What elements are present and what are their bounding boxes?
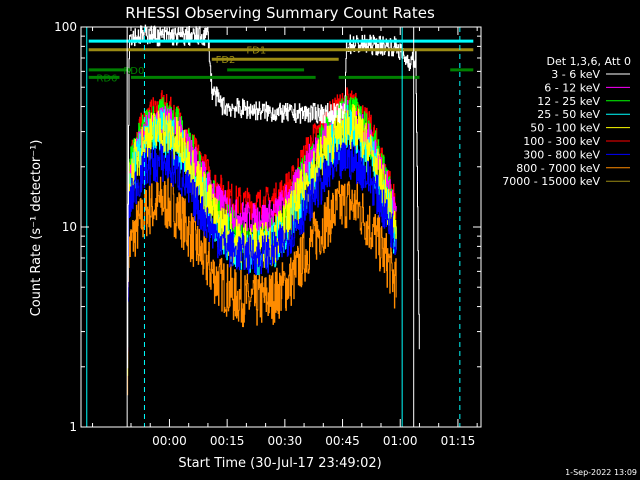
vertical-lines-layer (86, 27, 461, 427)
x-tick-label: 00:00 (152, 434, 187, 448)
legend-entry-label: 300 - 800 keV (523, 148, 600, 161)
chart-title: RHESSI Observing Summary Count Rates (125, 4, 435, 22)
y-axis-label: Count Rate (s⁻¹ detector⁻¹) (29, 140, 44, 317)
legend-entry-label: 6 - 12 keV (544, 81, 600, 94)
data-layer (127, 24, 420, 428)
legend-entry-label: 25 - 50 keV (537, 108, 600, 121)
y-tick-label: 10 (62, 220, 77, 234)
overlay-bars-layer: FD1 FD2 RD0 RD6 (88, 39, 474, 84)
legend-entry-label: 3 - 6 keV (551, 68, 600, 81)
footer-date: 1-Sep-2022 13:09 (565, 468, 637, 477)
status-bar-label: RD6 (96, 73, 117, 84)
status-bar-label: RD0 (123, 66, 144, 77)
axes-layer: 00:00 00:15 00:30 00:45 01:00 01:15 1 10 100 (54, 20, 481, 448)
x-tick-label: 00:30 (268, 434, 303, 448)
legend-header: Det 1,3,6, Att 0 (547, 55, 631, 68)
legend-entry-label: 800 - 7000 keV (516, 162, 600, 175)
x-tick-label: 01:15 (441, 434, 476, 448)
legend-entry-label: 50 - 100 keV (530, 122, 600, 135)
x-tick-label: 01:00 (383, 434, 418, 448)
status-bar-label: FD1 (246, 46, 266, 57)
x-tick-label: 00:15 (210, 434, 245, 448)
y-tick-label: 100 (54, 20, 77, 34)
y-tick-label: 1 (69, 420, 77, 434)
series-line (127, 24, 420, 369)
legend-entry-label: 100 - 300 keV (523, 135, 600, 148)
x-tick-label: 00:45 (325, 434, 360, 448)
x-axis-label: Start Time (30-Jul-17 23:49:02) (178, 456, 381, 471)
status-bar-label: FD2 (216, 55, 236, 66)
legend-entry-label: 7000 - 15000 keV (502, 175, 600, 188)
series-line (127, 104, 397, 376)
legend-entry-label: 12 - 25 keV (537, 95, 600, 108)
series-line (127, 141, 397, 352)
